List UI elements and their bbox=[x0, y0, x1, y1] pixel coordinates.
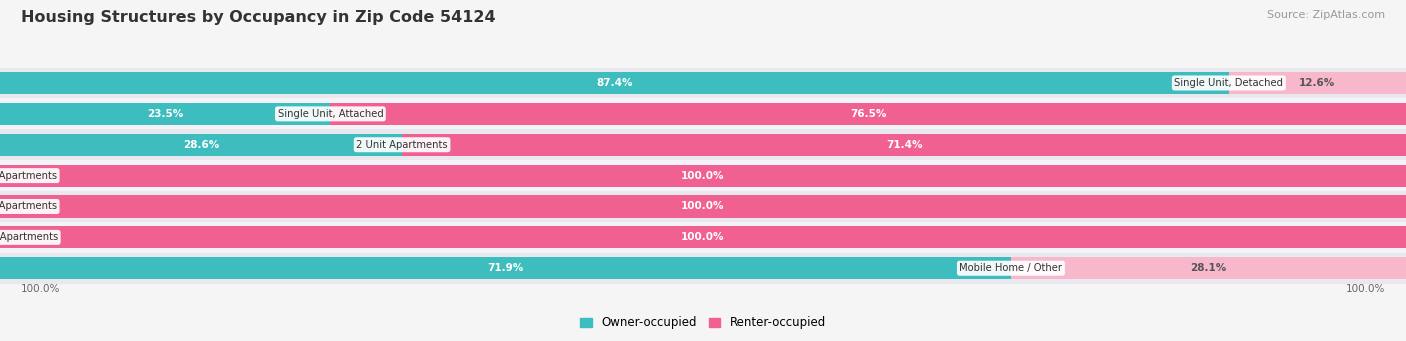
Text: 12.6%: 12.6% bbox=[1299, 78, 1336, 88]
Text: Mobile Home / Other: Mobile Home / Other bbox=[959, 263, 1063, 273]
Text: 23.5%: 23.5% bbox=[148, 109, 183, 119]
Bar bbox=[0, 226, 1406, 249]
Bar bbox=[0, 195, 1406, 218]
Text: Housing Structures by Occupancy in Zip Code 54124: Housing Structures by Occupancy in Zip C… bbox=[21, 10, 496, 25]
Bar bbox=[0, 103, 330, 125]
Bar bbox=[1229, 72, 1406, 94]
Text: 2 Unit Apartments: 2 Unit Apartments bbox=[356, 140, 449, 150]
Text: 100.0%: 100.0% bbox=[1346, 284, 1385, 294]
Bar bbox=[0, 99, 1406, 129]
Text: 5 to 9 Unit Apartments: 5 to 9 Unit Apartments bbox=[0, 202, 58, 211]
Bar bbox=[0, 134, 402, 156]
Bar bbox=[0, 253, 1406, 284]
Text: 28.6%: 28.6% bbox=[183, 140, 219, 150]
Text: 3 or 4 Unit Apartments: 3 or 4 Unit Apartments bbox=[0, 170, 58, 181]
Text: 100.0%: 100.0% bbox=[682, 170, 724, 181]
Bar bbox=[0, 68, 1406, 99]
Bar bbox=[0, 222, 1406, 253]
Text: 100.0%: 100.0% bbox=[682, 202, 724, 211]
Text: 10 or more Apartments: 10 or more Apartments bbox=[0, 232, 58, 242]
Bar bbox=[330, 103, 1406, 125]
Legend: Owner-occupied, Renter-occupied: Owner-occupied, Renter-occupied bbox=[575, 312, 831, 334]
Bar bbox=[0, 257, 1011, 279]
Text: Source: ZipAtlas.com: Source: ZipAtlas.com bbox=[1267, 10, 1385, 20]
Bar bbox=[0, 160, 1406, 191]
Text: 87.4%: 87.4% bbox=[596, 78, 633, 88]
Bar bbox=[0, 164, 70, 187]
Text: 71.9%: 71.9% bbox=[488, 263, 523, 273]
Bar bbox=[0, 191, 1406, 222]
Bar bbox=[0, 226, 70, 249]
Bar bbox=[402, 134, 1406, 156]
Text: 100.0%: 100.0% bbox=[682, 232, 724, 242]
Bar bbox=[0, 129, 1406, 160]
Bar bbox=[0, 72, 1229, 94]
Text: 100.0%: 100.0% bbox=[21, 284, 60, 294]
Text: Single Unit, Detached: Single Unit, Detached bbox=[1174, 78, 1284, 88]
Text: 28.1%: 28.1% bbox=[1191, 263, 1226, 273]
Text: 76.5%: 76.5% bbox=[851, 109, 886, 119]
Text: Single Unit, Attached: Single Unit, Attached bbox=[277, 109, 384, 119]
Bar bbox=[0, 195, 70, 218]
Bar bbox=[0, 164, 1406, 187]
Bar bbox=[1011, 257, 1406, 279]
Text: 71.4%: 71.4% bbox=[886, 140, 922, 150]
